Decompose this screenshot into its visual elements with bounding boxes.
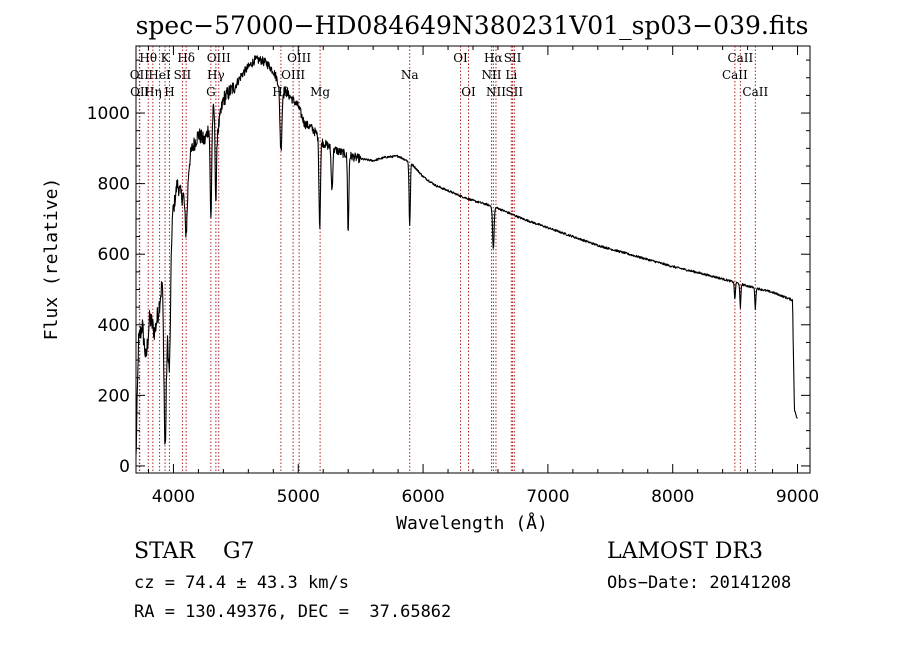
spectral-line-markers [138, 46, 756, 473]
spectral-line-label: SII [504, 51, 522, 65]
spectral-line-label: G [206, 85, 216, 99]
y-tick-label: 600 [98, 245, 130, 265]
spectral-line-label: NII [481, 68, 501, 82]
spectral-line-label: Hη [144, 85, 162, 99]
y-tick-label: 400 [98, 316, 130, 336]
spectral-line-label: SII [505, 85, 523, 99]
x-tick-label: 9000 [776, 487, 819, 507]
observation-date: Obs−Date: 20141208 [607, 573, 792, 593]
x-tick-label: 4000 [152, 487, 195, 507]
spectral-line-label: Mg [310, 85, 330, 99]
spectral-line-label: CaII [722, 68, 748, 82]
spectrum-line [135, 55, 798, 456]
spectral-line-label: OIII [281, 68, 305, 82]
spectral-class: STAR G7 [134, 539, 255, 564]
spectral-line-label: H [164, 85, 174, 99]
redshift-velocity: cz = 74.4 ± 43.3 km/s [134, 573, 349, 593]
y-tick-label: 0 [119, 457, 130, 477]
chart-title: spec−57000−HD084649N380231V01_sp03−039.f… [136, 11, 809, 40]
spectral-line-label: OI [453, 51, 468, 65]
plot-frame [135, 45, 811, 474]
y-tick-label: 1000 [87, 104, 130, 124]
spectral-line-label: Hα [484, 51, 503, 65]
spectral-line-labels: OIIOIIHθHηHeIKHSIIHδGHγOIIIHβOIIIOIIIMgN… [130, 51, 769, 99]
spectral-line-label: K [161, 51, 171, 65]
y-tick-label: 200 [98, 386, 130, 406]
survey-name: LAMOST DR3 [607, 539, 763, 564]
x-axis-label: Wavelength (Å) [396, 512, 548, 534]
y-axis-label: Flux (relative) [41, 178, 62, 341]
spectral-line-label: Hδ [177, 51, 195, 65]
spectral-line-label: Li [505, 68, 517, 82]
spectral-line-label: OIII [207, 51, 231, 65]
spectral-line-label: CaII [742, 85, 768, 99]
spectral-line-label: NII [486, 85, 506, 99]
spectral-line-label: OII [130, 68, 150, 82]
spectral-line-label: OI [461, 85, 476, 99]
x-tick-label: 7000 [526, 487, 569, 507]
y-tick-label: 800 [98, 175, 130, 195]
x-tick-label: 8000 [651, 487, 694, 507]
ra-dec-coordinates: RA = 130.49376, DEC = 37.65862 [134, 602, 452, 622]
x-tick-label: 6000 [401, 487, 444, 507]
spectral-line-label: SII [174, 68, 192, 82]
spectral-line-label: Hθ [139, 51, 157, 65]
spectral-line-label: OII [130, 85, 150, 99]
spectral-line-label: OIII [287, 51, 311, 65]
x-tick-label: 5000 [277, 487, 320, 507]
spectral-line-label: Na [401, 68, 419, 82]
x-axis-ticks: 4000 5000 6000 7000 8000 9000 [147, 46, 819, 507]
spectral-line-label: CaII [727, 51, 753, 65]
spectral-line-label: HeI [148, 68, 171, 82]
spectral-line-label: Hγ [207, 68, 225, 82]
y-axis-ticks: 0 200 400 600 800 1000 [87, 59, 810, 477]
